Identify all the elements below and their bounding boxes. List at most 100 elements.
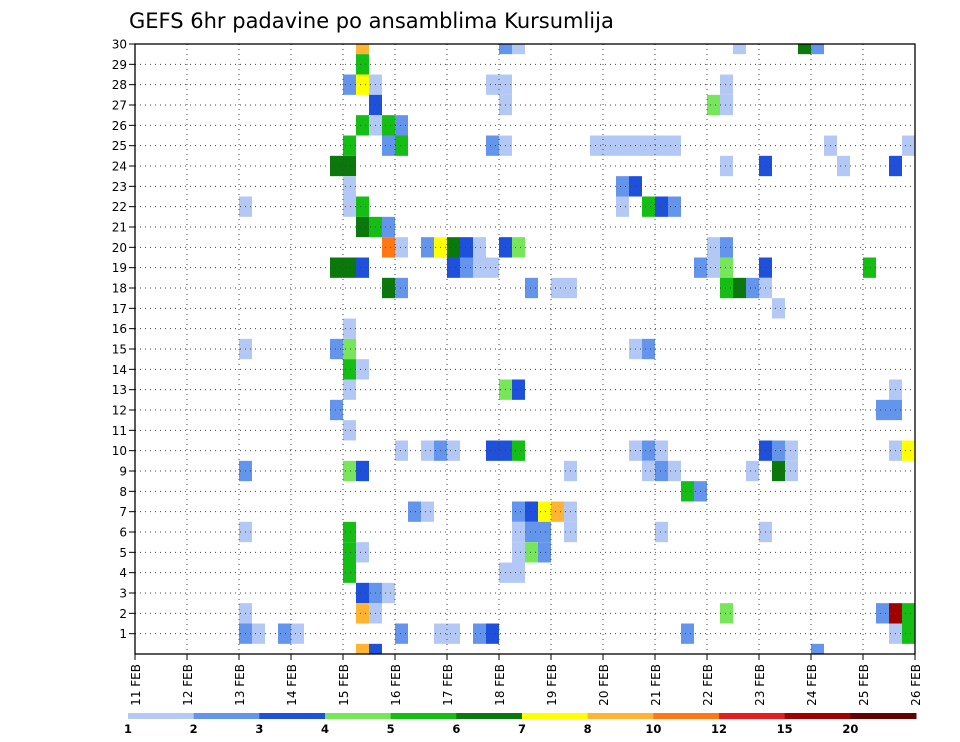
heatmap-cell	[876, 399, 889, 421]
heatmap-cell	[356, 542, 369, 563]
y-tick-label: 6	[119, 526, 127, 540]
heatmap-cell	[616, 135, 629, 156]
heatmap-cell	[343, 135, 356, 156]
heatmap-cell	[720, 237, 733, 258]
y-tick-label: 26	[112, 119, 127, 133]
heatmap-cell	[291, 623, 304, 644]
heatmap-cell	[876, 603, 889, 624]
heatmap-cell	[655, 440, 668, 461]
heatmap-cell	[772, 298, 785, 319]
x-tick-label: 22 FEB	[701, 664, 715, 706]
heatmap-cell	[421, 237, 434, 258]
heatmap-cell	[460, 237, 473, 258]
y-tick-label: 16	[112, 322, 127, 336]
heatmap-cell	[343, 196, 356, 217]
colorbar-swatch	[719, 713, 786, 719]
colorbar-swatch	[390, 713, 457, 719]
heatmap-cell	[707, 237, 720, 258]
colorbar-label: 3	[255, 722, 263, 736]
heatmap-cell	[447, 623, 460, 644]
colorbar-label: 10	[645, 722, 661, 736]
heatmap-cell	[551, 501, 564, 522]
colorbar-swatch	[587, 713, 654, 719]
heatmap-cell	[447, 237, 460, 258]
colorbar-swatch	[522, 713, 589, 719]
y-tick-label: 28	[112, 78, 127, 92]
heatmap-cell	[720, 277, 733, 299]
heatmap-cell	[395, 623, 408, 644]
colorbar-swatch	[259, 713, 326, 719]
heatmap-cell	[343, 359, 356, 380]
y-tick-label: 10	[112, 444, 127, 458]
heatmap-cell	[486, 623, 499, 644]
y-tick-label: 24	[112, 160, 127, 174]
heatmap-cell	[512, 562, 525, 583]
heatmap-cell	[382, 115, 395, 136]
heatmap-cell	[395, 135, 408, 156]
heatmap-cell	[512, 501, 525, 522]
chart-title: GEFS 6hr padavine po ansamblima Kursumli…	[129, 9, 614, 33]
heatmap-cell	[356, 115, 369, 136]
heatmap-cell	[668, 135, 681, 156]
heatmap-cell	[902, 623, 915, 644]
heatmap-cell	[473, 237, 486, 258]
y-tick-label: 2	[119, 607, 127, 621]
colorbar-swatch	[784, 713, 851, 719]
heatmap-cell	[525, 542, 538, 563]
heatmap-cell	[772, 460, 785, 482]
y-tick-label: 1	[119, 627, 127, 641]
y-tick-label: 13	[112, 383, 127, 397]
y-tick-label: 22	[112, 200, 127, 214]
y-tick-label: 3	[119, 587, 127, 601]
heatmap-cell	[720, 603, 733, 624]
colorbar-swatch	[850, 713, 917, 719]
heatmap-cell	[343, 155, 356, 177]
y-tick-label: 4	[119, 566, 127, 580]
heatmap-cell	[707, 94, 720, 116]
heatmap-cell	[525, 521, 538, 543]
heatmap-cell	[460, 257, 473, 278]
heatmap-cell	[343, 338, 356, 360]
heatmap-cell	[343, 74, 356, 95]
y-tick-label: 27	[112, 99, 127, 113]
heatmap-cell	[616, 176, 629, 197]
heatmap-cell	[382, 277, 395, 299]
heatmap-cell	[330, 257, 343, 278]
y-tick-label: 21	[112, 221, 127, 235]
x-tick-label: 12 FEB	[181, 664, 195, 706]
heatmap-cell	[538, 521, 551, 543]
heatmap-cell	[356, 257, 369, 278]
heatmap-cell	[746, 277, 759, 299]
x-tick-label: 15 FEB	[337, 664, 351, 706]
heatmap-cell	[343, 460, 356, 482]
heatmap-cell	[343, 521, 356, 543]
heatmap-cell	[499, 44, 512, 55]
heatmap-cell	[395, 237, 408, 258]
y-tick-label: 8	[119, 485, 127, 499]
colorbar-label: 5	[387, 722, 395, 736]
heatmap-cell	[655, 521, 668, 543]
heatmap-cell	[902, 440, 915, 461]
heatmap-cell	[356, 582, 369, 604]
heatmap-cell	[395, 440, 408, 461]
heatmap-cell	[343, 176, 356, 197]
x-tick-label: 20 FEB	[597, 664, 611, 706]
heatmap-cell	[785, 460, 798, 482]
heatmap-cell	[733, 277, 746, 299]
x-tick-label: 24 FEB	[805, 664, 819, 706]
y-tick-label: 7	[119, 505, 127, 519]
heatmap-cell	[538, 542, 551, 563]
heatmap-cell	[798, 44, 811, 55]
y-tick-label: 17	[112, 302, 127, 316]
x-tick-label: 25 FEB	[857, 664, 871, 706]
y-tick-label: 15	[112, 343, 127, 357]
heatmap-cell	[356, 643, 369, 654]
heatmap-cell	[447, 440, 460, 461]
heatmap-cell	[382, 237, 395, 258]
heatmap-cell	[707, 257, 720, 278]
heatmap-cell	[720, 257, 733, 278]
heatmap-cell	[772, 440, 785, 461]
heatmap-cell	[356, 54, 369, 75]
heatmap-cell	[447, 257, 460, 278]
